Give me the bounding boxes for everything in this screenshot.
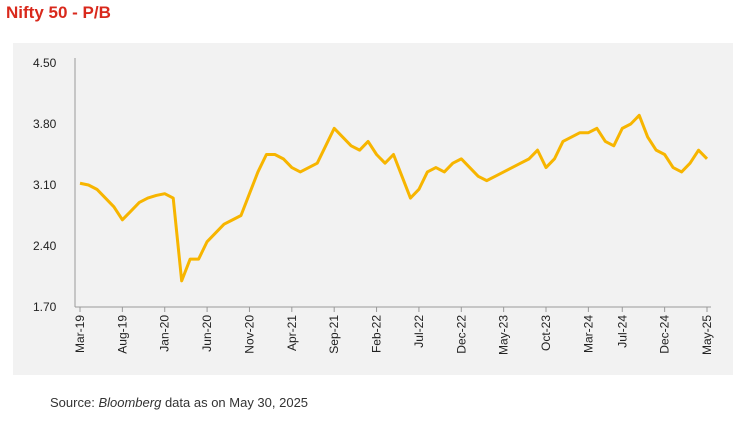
- y-tick-label: 3.80: [33, 117, 57, 131]
- x-tick-label: Feb-22: [370, 315, 384, 353]
- source-italic: Bloomberg: [98, 395, 162, 410]
- source-prefix: Source:: [50, 395, 95, 410]
- x-tick-label: Dec-24: [658, 315, 672, 354]
- x-tick-label: Aug-19: [115, 315, 129, 354]
- x-tick-label: Mar-24: [581, 315, 595, 353]
- y-tick-label: 1.70: [33, 300, 57, 314]
- x-tick-label: Jun-20: [200, 315, 214, 352]
- x-tick-label: Mar-19: [73, 315, 87, 353]
- x-tick-label: Oct-23: [539, 315, 553, 351]
- x-tick-label: May-25: [700, 315, 714, 355]
- chart-title: Nifty 50 - P/B: [6, 3, 111, 22]
- x-tick-label: Sep-21: [327, 315, 341, 354]
- x-tick-label: Jan-20: [158, 315, 172, 352]
- y-tick-label: 3.10: [33, 178, 57, 192]
- source-suffix: data as on May 30, 2025: [165, 395, 308, 410]
- x-tick-label: Apr-21: [285, 315, 299, 351]
- y-tick-label: 4.50: [33, 56, 57, 70]
- data-line: [79, 113, 709, 283]
- x-tick-label: Jul-22: [412, 315, 426, 348]
- x-tick-label: Nov-20: [242, 315, 256, 354]
- x-tick-label: Dec-22: [454, 315, 468, 354]
- x-tick-label: Jul-24: [615, 315, 629, 348]
- x-tick-label: May-23: [497, 315, 511, 355]
- y-tick-label: 2.40: [33, 239, 57, 253]
- source-note: Source: Bloomberg data as on May 30, 202…: [50, 395, 308, 410]
